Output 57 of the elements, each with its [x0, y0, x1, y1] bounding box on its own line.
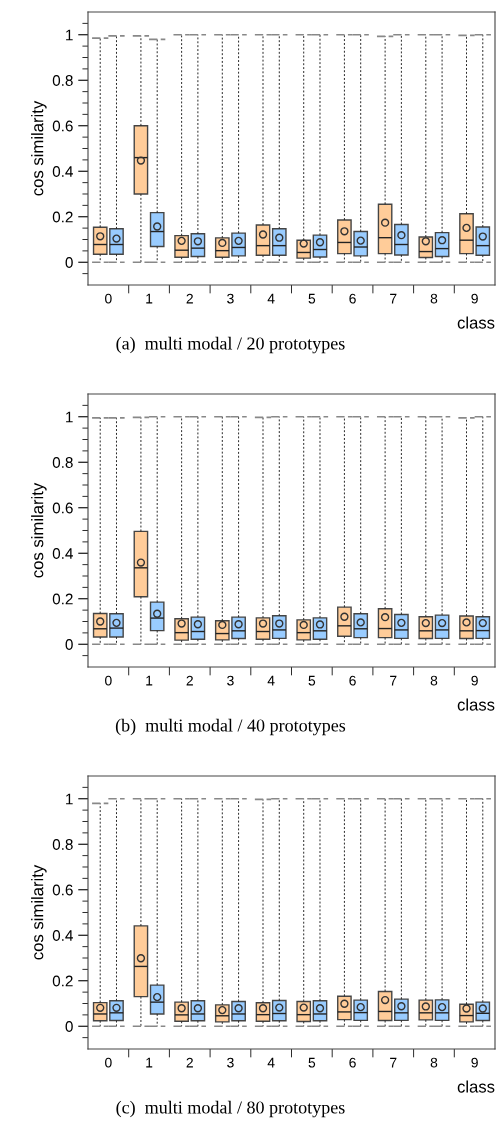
y-tick-label: 0.6 — [52, 884, 73, 896]
y-tick-label: 0 — [65, 639, 73, 650]
y-tick-label: 1 — [66, 411, 73, 423]
y-tick-label: 0.6 — [52, 120, 73, 132]
x-tick-label: 6 — [349, 675, 356, 686]
x-tick-label: 0 — [105, 675, 112, 686]
x-axis-title: class — [457, 316, 495, 329]
y-tick-label: 0.6 — [52, 502, 73, 514]
x-tick-label: 2 — [186, 1057, 193, 1068]
y-axis-title: cos similarity — [31, 100, 47, 196]
y-tick-label: 0.2 — [52, 211, 73, 223]
x-tick-label: 1 — [146, 675, 153, 686]
y-tick-label: 0.2 — [52, 593, 73, 605]
x-tick-label: 6 — [349, 293, 356, 304]
y-tick-label: 1 — [66, 793, 73, 805]
x-tick-label: 0 — [105, 1057, 112, 1068]
y-tick-label: 0.4 — [52, 930, 73, 941]
x-tick-label: 3 — [227, 293, 234, 304]
x-tick-label: 4 — [267, 675, 275, 686]
x-tick-label: 6 — [349, 1057, 356, 1068]
x-tick-label: 1 — [146, 1057, 153, 1068]
x-tick-label: 2 — [186, 293, 193, 304]
x-tick-label: 5 — [308, 1057, 316, 1068]
x-tick-label: 9 — [471, 1057, 478, 1068]
x-tick-label: 8 — [430, 675, 438, 686]
x-tick-label: 9 — [471, 293, 478, 304]
x-axis-title: class — [457, 1080, 495, 1093]
text: (a) multi modal / 20 prototypes — [116, 336, 345, 354]
x-tick-label: 5 — [308, 293, 316, 304]
x-tick-label: 4 — [267, 1057, 275, 1068]
y-axis-title: cos similarity — [31, 864, 47, 960]
y-tick-label: 0 — [65, 257, 73, 268]
y-tick-label: 0.8 — [52, 839, 73, 850]
x-tick-label: 3 — [227, 675, 234, 686]
y-tick-label: 0.8 — [52, 75, 73, 86]
text: (c) multi modal / 80 prototypes — [116, 1100, 345, 1118]
y-tick-label: 0.2 — [52, 975, 73, 987]
x-tick-label: 7 — [390, 1057, 397, 1068]
x-tick-label: 4 — [267, 293, 275, 304]
y-tick-label: 0.4 — [52, 166, 73, 177]
x-tick-label: 7 — [390, 675, 397, 686]
y-tick-label: 0.4 — [52, 548, 73, 559]
x-tick-label: 3 — [227, 1057, 234, 1068]
x-tick-label: 0 — [105, 293, 112, 304]
text: (b) multi modal / 40 prototypes — [115, 718, 346, 736]
y-axis-title: cos similarity — [31, 482, 47, 578]
x-tick-label: 2 — [186, 675, 193, 686]
x-tick-label: 7 — [390, 293, 397, 304]
x-tick-label: 8 — [430, 293, 438, 304]
x-tick-label: 5 — [308, 675, 316, 686]
y-tick-label: 0 — [65, 1021, 73, 1032]
x-tick-label: 9 — [471, 675, 478, 686]
x-tick-label: 8 — [430, 1057, 438, 1068]
y-tick-label: 1 — [66, 29, 73, 41]
x-tick-label: 1 — [146, 293, 153, 304]
y-tick-label: 0.8 — [52, 457, 73, 468]
x-axis-title: class — [457, 698, 495, 711]
